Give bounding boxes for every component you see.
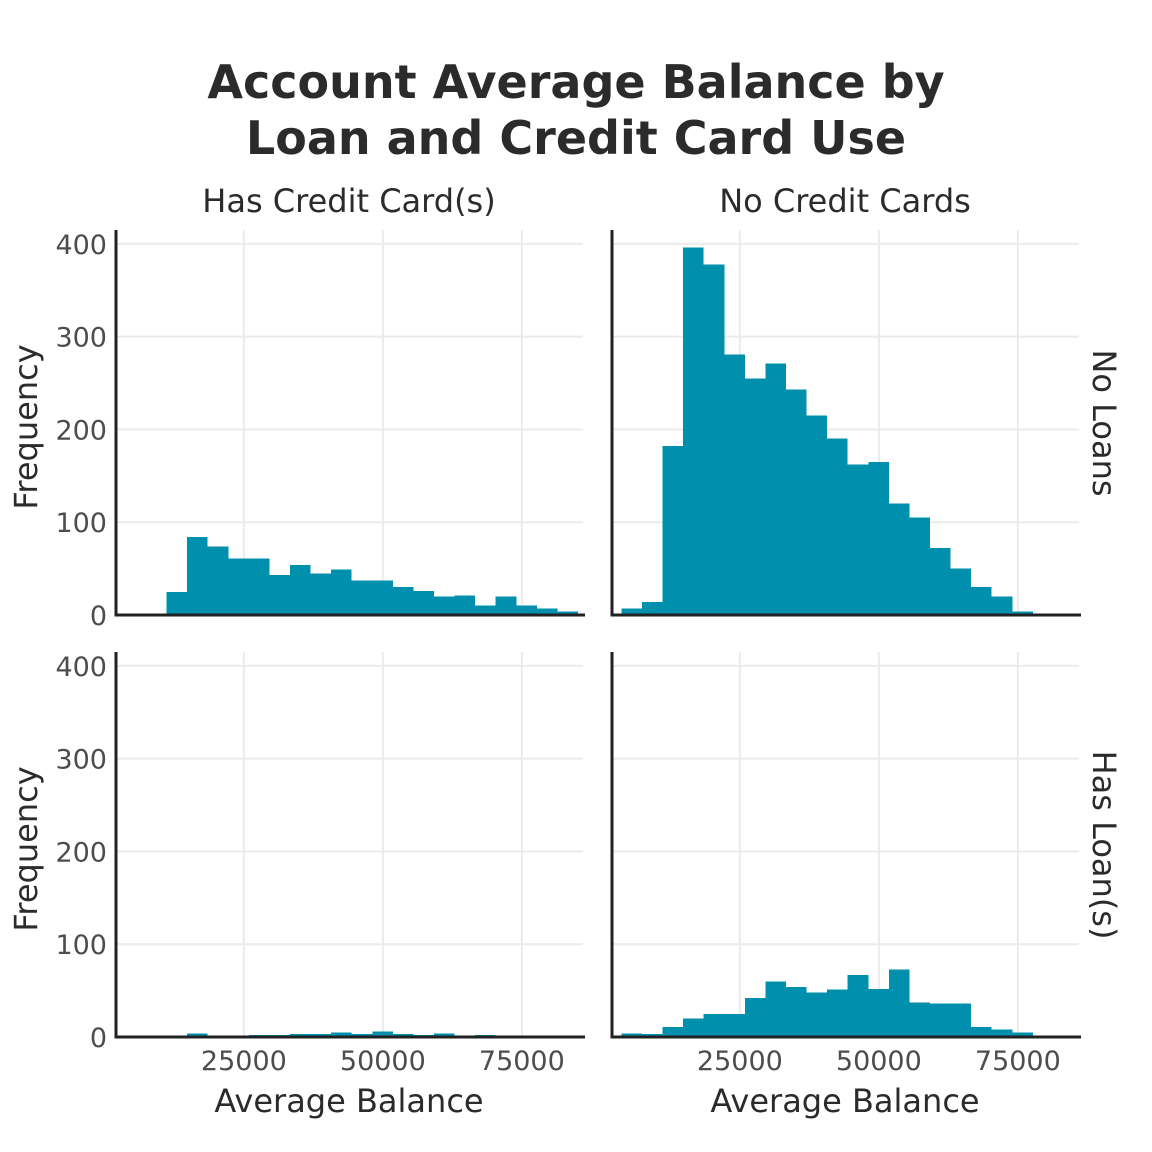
y-tick-label: 400 bbox=[55, 230, 107, 261]
panel-has-loan-s-has-credit-card-s: 0 100 200 300 400 25000 50000 75000 bbox=[55, 652, 585, 1077]
histogram-bar bbox=[1012, 1032, 1033, 1037]
histogram-bar bbox=[557, 611, 578, 615]
histogram-bar bbox=[703, 264, 725, 615]
y-tick-label: 0 bbox=[90, 1023, 107, 1054]
histogram-bar bbox=[310, 573, 332, 615]
x-axis-title-left: Average Balance bbox=[214, 1082, 483, 1120]
x-tick-label: 25000 bbox=[201, 1046, 287, 1077]
histogram-bar bbox=[475, 605, 496, 615]
histogram-bar bbox=[454, 595, 476, 615]
histogram-bar bbox=[827, 989, 848, 1037]
histogram-bar bbox=[434, 1033, 455, 1037]
histogram-bar bbox=[683, 247, 704, 615]
histogram-bar bbox=[351, 580, 373, 615]
histogram-bar bbox=[642, 602, 663, 615]
histogram-bar bbox=[331, 1032, 352, 1037]
row-facet-label-has-loans: Has Loan(s) bbox=[1085, 751, 1123, 940]
histogram-bar bbox=[930, 548, 951, 615]
chart-title-line-2: Loan and Credit Card Use bbox=[246, 111, 906, 165]
chart-title-line-1: Account Average Balance by bbox=[207, 55, 944, 109]
histogram-bar bbox=[413, 590, 435, 615]
y-tick-label: 200 bbox=[55, 415, 107, 446]
y-tick-label: 400 bbox=[55, 652, 107, 683]
histogram-bar bbox=[765, 981, 787, 1037]
histogram-bar bbox=[248, 558, 270, 615]
histogram-bar bbox=[827, 438, 848, 615]
histogram-bar bbox=[888, 969, 910, 1037]
histogram-bar bbox=[724, 1013, 745, 1037]
histogram-bar bbox=[269, 575, 291, 615]
histogram-bar bbox=[621, 608, 643, 615]
histogram-bar bbox=[187, 537, 208, 615]
facet-panels: 0 100 200 300 400 0 100 200 300 400 25000 50000 7500… bbox=[55, 230, 1081, 1077]
histogram-bar bbox=[909, 517, 931, 615]
histogram-bar bbox=[683, 1018, 704, 1037]
histogram-bar bbox=[786, 389, 807, 615]
y-axis-title-top: Frequency bbox=[7, 344, 45, 509]
histogram-bar bbox=[621, 1033, 643, 1037]
histogram-bar bbox=[516, 605, 537, 615]
histogram-bar bbox=[331, 569, 352, 615]
y-tick-label: 0 bbox=[90, 601, 107, 632]
histogram-bar bbox=[536, 608, 558, 615]
x-tick-label: 75000 bbox=[975, 1046, 1061, 1077]
row-facet-label-no-loans: No Loans bbox=[1085, 349, 1123, 496]
panel-has-loan-s-no-credit-cards: 25000 50000 75000 bbox=[610, 652, 1081, 1077]
histogram-bar bbox=[187, 1033, 208, 1037]
histogram-bar bbox=[207, 546, 229, 615]
x-tick-label: 50000 bbox=[836, 1046, 922, 1077]
histogram-bar bbox=[930, 1003, 951, 1037]
histogram-bar bbox=[662, 446, 684, 615]
histogram-bar bbox=[1012, 611, 1033, 615]
y-tick-label: 300 bbox=[55, 745, 107, 776]
y-tick-label: 100 bbox=[55, 930, 107, 961]
histogram-bar bbox=[724, 354, 745, 615]
histogram-bar bbox=[806, 415, 828, 615]
x-tick-label: 25000 bbox=[697, 1046, 783, 1077]
panel-no-loans-has-credit-card-s: 0 100 200 300 400 bbox=[55, 230, 585, 632]
histogram-bar bbox=[166, 591, 188, 615]
histogram-bar bbox=[392, 587, 414, 615]
histogram-bar bbox=[372, 1031, 393, 1037]
x-axis-title-right: Average Balance bbox=[710, 1082, 979, 1120]
col-facet-label-no-credit-cards: No Credit Cards bbox=[719, 182, 971, 220]
x-tick-label: 50000 bbox=[340, 1046, 426, 1077]
histogram-bar bbox=[868, 988, 889, 1037]
col-facet-label-has-credit-cards: Has Credit Card(s) bbox=[202, 182, 495, 220]
histogram-bar bbox=[847, 974, 869, 1037]
panel-no-loans-no-credit-cards bbox=[610, 230, 1081, 617]
y-axis-title-bottom: Frequency bbox=[7, 766, 45, 931]
histogram-bar bbox=[434, 596, 455, 615]
histogram-bar bbox=[888, 503, 910, 615]
histogram-bar bbox=[372, 580, 393, 615]
histogram-bar bbox=[950, 1003, 972, 1037]
histogram-bar bbox=[868, 461, 889, 615]
histogram-bar bbox=[228, 558, 249, 615]
histogram-bar bbox=[495, 596, 517, 615]
histogram-bar bbox=[744, 998, 766, 1037]
x-tick-label: 75000 bbox=[479, 1046, 565, 1077]
histogram-bar bbox=[971, 587, 992, 615]
histogram-bar bbox=[662, 1026, 684, 1037]
y-tick-label: 200 bbox=[55, 837, 107, 868]
histogram-bar bbox=[991, 596, 1013, 615]
histogram-bar bbox=[909, 1002, 931, 1037]
histogram-bar bbox=[290, 564, 311, 615]
histogram-bar bbox=[703, 1013, 725, 1037]
histogram-bar bbox=[950, 568, 972, 615]
histogram-bar bbox=[991, 1029, 1013, 1037]
histogram-bar bbox=[786, 986, 807, 1037]
histogram-bar bbox=[765, 363, 787, 615]
histogram-bar bbox=[847, 464, 869, 615]
histogram-bar bbox=[806, 992, 828, 1037]
histogram-bar bbox=[971, 1026, 992, 1037]
histogram-bar bbox=[744, 378, 766, 615]
y-tick-label: 300 bbox=[55, 323, 107, 354]
y-tick-label: 100 bbox=[55, 508, 107, 539]
